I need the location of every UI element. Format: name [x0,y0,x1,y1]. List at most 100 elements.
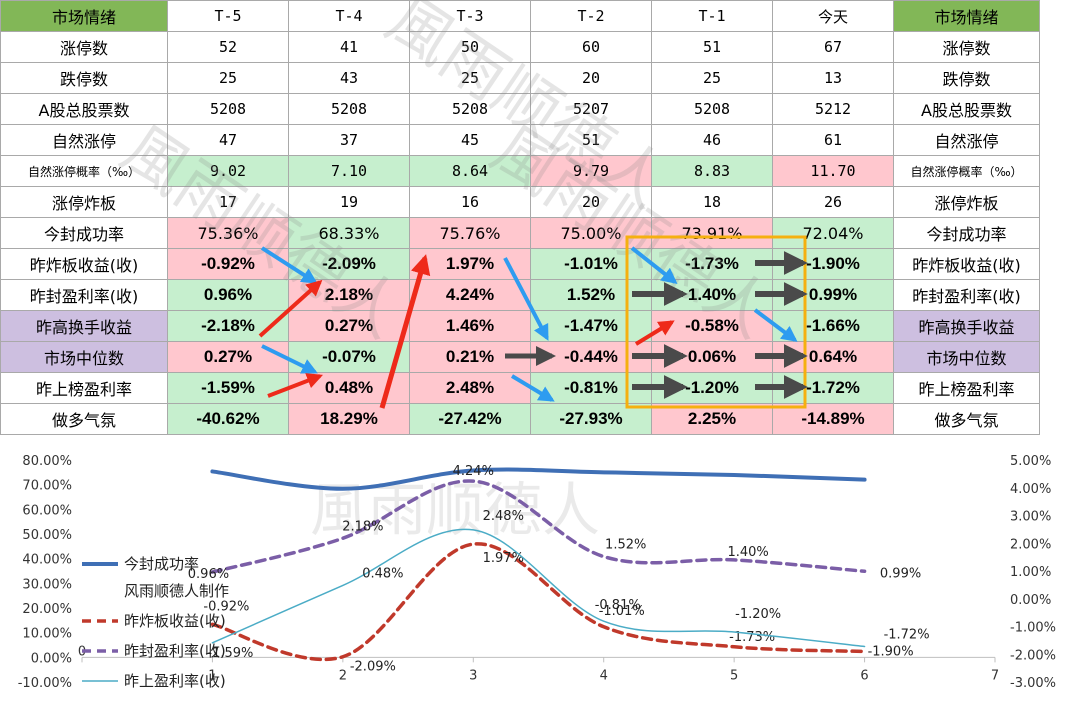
trend-chart: 風雨顺德人80.00%70.00%60.00%50.00%40.00%30.00… [18,454,1056,691]
data-label: -0.81% [595,598,641,613]
blue-arrow [260,246,318,284]
data-label: 2.48% [483,509,524,524]
y-right-tick: 2.00% [1010,537,1051,552]
x-tick-label: 1 [208,668,216,683]
data-cell: -1.59% [167,372,289,404]
row-label-right: 做多气氛 [893,403,1040,435]
data-label: -1.73% [729,630,775,645]
data-label: -1.90% [868,644,914,659]
table-row: 今封成功率 75.36% 68.33% 75.76% 75.00% 73.91% 72.04… [0,217,1040,249]
data-cell: -1.01% [530,248,652,280]
data-cell: 43 [288,62,410,94]
series-line [210,479,867,574]
data-cell: -27.42% [409,403,531,435]
highlight-box [625,235,807,409]
data-cell: 5207 [530,93,652,125]
data-cell: 26 [772,186,894,218]
data-cell: 41 [288,31,410,63]
table-row: 涨停炸板 17 19 16 20 18 26 涨停炸板 [0,186,1040,218]
data-cell: 50 [409,31,531,63]
data-cell: -14.89% [772,403,894,435]
row-label: 市场中位数 [0,341,168,373]
row-label: 昨上榜盈利率 [0,372,168,404]
data-cell: 5208 [651,93,773,125]
data-cell: 18.29% [288,403,410,435]
y-left-tick: 80.00% [22,454,72,469]
data-cell: 51 [530,124,652,156]
data-cell: 8.64 [409,155,531,187]
x-tick-label: 4 [600,668,608,683]
data-label: -2.09% [350,660,396,675]
data-cell: 0.96% [167,279,289,311]
data-label: 1.97% [483,551,524,566]
data-cell: 25 [409,62,531,94]
table-row: 涨停数 52 41 50 60 51 67 涨停数 [0,31,1040,63]
y-right-tick: -2.00% [1010,648,1056,663]
data-cell: 67 [772,31,894,63]
series-line [211,528,866,648]
y-left-tick: 50.00% [22,528,72,543]
data-cell: 4.24% [409,279,531,311]
blue-arrow [510,374,555,402]
legend-label: 昨上盈利率(收) [124,672,226,690]
legend-label: 昨炸板收益(收) [124,612,226,630]
data-label: -1.59% [207,646,253,661]
data-cell: 61 [772,124,894,156]
market-sentiment-table: 市场情绪 T-5 T-4 T-3 T-2 T-1 今天 市场情绪 涨停数 52 41 50 60 51 67… [0,0,1040,435]
data-cell: -27.93% [530,403,652,435]
y-right-tick: 1.00% [1010,565,1051,580]
legend-label: 昨封盈利率(收) [124,642,226,660]
table-row: 昨炸板收益(收) -0.92% -2.09% 1.97% -1.01% -1.73% -1.… [0,248,1040,280]
data-label: 4.24% [453,464,494,479]
row-label-right: 昨高换手收益 [893,310,1040,342]
data-label: 0.96% [188,567,229,582]
data-cell: -40.62% [167,403,289,435]
red-arrow [258,279,323,338]
data-cell: 5208 [288,93,410,125]
data-label: 2.18% [342,519,383,534]
blue-arrow [630,246,678,284]
y-left-tick: 30.00% [22,577,72,592]
header-cell: T-2 [530,0,652,32]
y-right-tick: -3.00% [1010,676,1056,691]
data-cell: 51 [651,31,773,63]
chart-note: 风雨顺德人制作 [124,582,229,600]
data-label: 1.52% [605,538,646,553]
series-line [210,542,867,662]
data-label: -1.20% [735,607,781,622]
data-cell: 68.33% [288,217,410,249]
row-label: 昨炸板收益(收) [0,248,168,280]
x-tick-label: 2 [339,668,347,683]
data-cell: 52 [167,31,289,63]
y-left-tick: 10.00% [22,627,72,642]
header-cell: 市场情绪 [0,0,168,32]
y-left-tick: 0.00% [31,651,72,666]
data-cell: 72.04% [772,217,894,249]
y-right-tick: -1.00% [1010,621,1056,636]
header-cell: T-4 [288,0,410,32]
red-arrow [379,254,431,409]
y-left-tick: 60.00% [22,503,72,518]
data-cell: 8.83 [651,155,773,187]
y-right-tick: 4.00% [1010,482,1051,497]
data-cell: 1.52% [530,279,652,311]
data-cell: 19 [288,186,410,218]
row-label-right: 昨上榜盈利率 [893,372,1040,404]
row-label: A股总股票数 [0,93,168,125]
legend-label: 今封成功率 [124,555,199,573]
row-label: 今封成功率 [0,217,168,249]
data-cell: 0.27% [167,341,289,373]
row-label-right: 跌停数 [893,62,1040,94]
data-cell: 5208 [409,93,531,125]
data-cell: 0.27% [288,310,410,342]
data-cell: 9.02 [167,155,289,187]
header-cell: T-5 [167,0,289,32]
y-right-tick: 5.00% [1010,454,1051,469]
data-cell: 73.91% [651,217,773,249]
series-line [210,467,867,491]
blue-arrow [753,308,798,342]
data-cell: 5208 [167,93,289,125]
data-cell: 60 [530,31,652,63]
blue-arrow [503,257,549,341]
